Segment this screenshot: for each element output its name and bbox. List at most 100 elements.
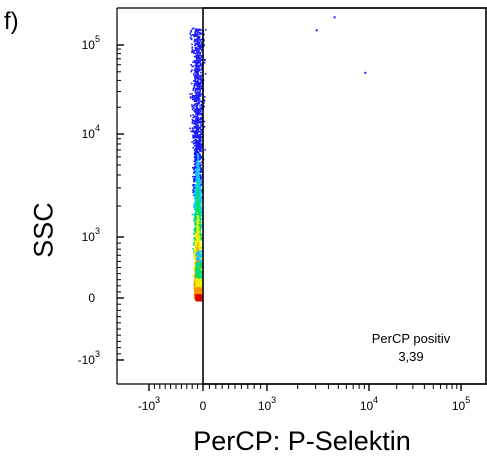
y-axis-label: SSC: [4, 160, 84, 300]
density-point: [200, 144, 203, 146]
density-point: [193, 55, 196, 58]
density-point: [195, 83, 198, 86]
density-point: [192, 116, 195, 118]
density-point: [198, 205, 200, 207]
density-point: [194, 194, 196, 197]
density-point: [190, 130, 192, 133]
density-point: [197, 219, 199, 221]
density-point: [196, 220, 198, 223]
density-point: [194, 89, 197, 91]
density-point: [197, 212, 200, 215]
density-point: [198, 271, 201, 273]
density-point: [200, 274, 202, 276]
density-point: [196, 140, 198, 142]
density-point: [200, 47, 202, 49]
density-point: [195, 125, 198, 128]
density-point: [199, 250, 202, 253]
density-point: [199, 261, 202, 264]
density-point: [201, 189, 203, 191]
density-point: [192, 107, 195, 109]
density-point: [195, 93, 198, 95]
density-point: [192, 89, 195, 91]
y-axis-label-text: SSC: [28, 202, 59, 258]
density-point: [199, 204, 202, 207]
density-point: [198, 244, 200, 246]
density-point: [194, 184, 197, 186]
density-point: [199, 290, 201, 292]
density-point: [192, 142, 195, 145]
density-point: [199, 155, 201, 157]
density-point: [190, 30, 193, 32]
density-point: [196, 293, 199, 295]
density-point: [197, 34, 199, 36]
density-point: [198, 69, 201, 72]
density-point: [193, 74, 196, 77]
density-point: [195, 295, 198, 298]
density-point: [198, 88, 201, 90]
density-point: [194, 253, 196, 255]
density-point: [193, 243, 195, 246]
density-point: [199, 157, 202, 160]
density-point: [197, 45, 199, 48]
density-point: [200, 234, 202, 237]
density-point: [194, 203, 197, 206]
density-point: [198, 245, 201, 247]
density-point: [193, 35, 196, 38]
density-point: [197, 141, 200, 144]
density-point: [196, 204, 198, 207]
density-point: [200, 184, 202, 187]
density-point: [200, 264, 203, 267]
density-point: [196, 249, 199, 252]
density-point: [198, 263, 200, 265]
density-point: [194, 28, 197, 30]
density-point: [195, 65, 197, 68]
density-point: [195, 269, 197, 271]
density-point: [195, 60, 198, 62]
density-point: [195, 171, 197, 174]
density-point: [195, 148, 197, 150]
density-point: [195, 275, 197, 278]
density-point: [193, 96, 195, 99]
density-point: [199, 107, 202, 110]
density-point: [196, 190, 199, 192]
density-point: [195, 116, 198, 119]
density-point: [194, 68, 196, 71]
density-point: [197, 200, 199, 202]
density-point: [193, 126, 195, 128]
density-points: [189, 16, 367, 302]
density-point: [198, 100, 200, 102]
density-point: [197, 112, 199, 115]
density-point: [196, 258, 198, 260]
density-point: [203, 44, 205, 47]
outlier-point: [333, 16, 336, 19]
density-point: [198, 192, 201, 194]
density-point: [200, 266, 202, 269]
density-point: [194, 134, 196, 136]
density-point: [191, 43, 193, 46]
density-point: [194, 35, 197, 37]
density-point: [204, 58, 206, 61]
density-point: [195, 133, 197, 135]
density-point: [195, 150, 197, 152]
density-point: [200, 214, 203, 217]
density-point: [197, 265, 200, 267]
density-point: [198, 236, 201, 239]
density-point: [192, 27, 195, 30]
density-point: [193, 217, 196, 219]
density-point: [196, 251, 199, 254]
density-point: [201, 105, 203, 107]
density-point: [193, 188, 196, 191]
density-point: [198, 238, 200, 241]
density-point: [199, 81, 202, 84]
density-point: [199, 156, 201, 158]
density-point: [195, 38, 198, 41]
density-point: [195, 198, 198, 200]
density-point: [197, 193, 199, 195]
density-point: [199, 153, 201, 155]
density-point: [197, 137, 199, 139]
density-point: [196, 195, 199, 198]
density-point: [197, 108, 199, 111]
density-point: [195, 102, 198, 105]
density-point: [198, 54, 200, 56]
density-point: [197, 253, 199, 256]
